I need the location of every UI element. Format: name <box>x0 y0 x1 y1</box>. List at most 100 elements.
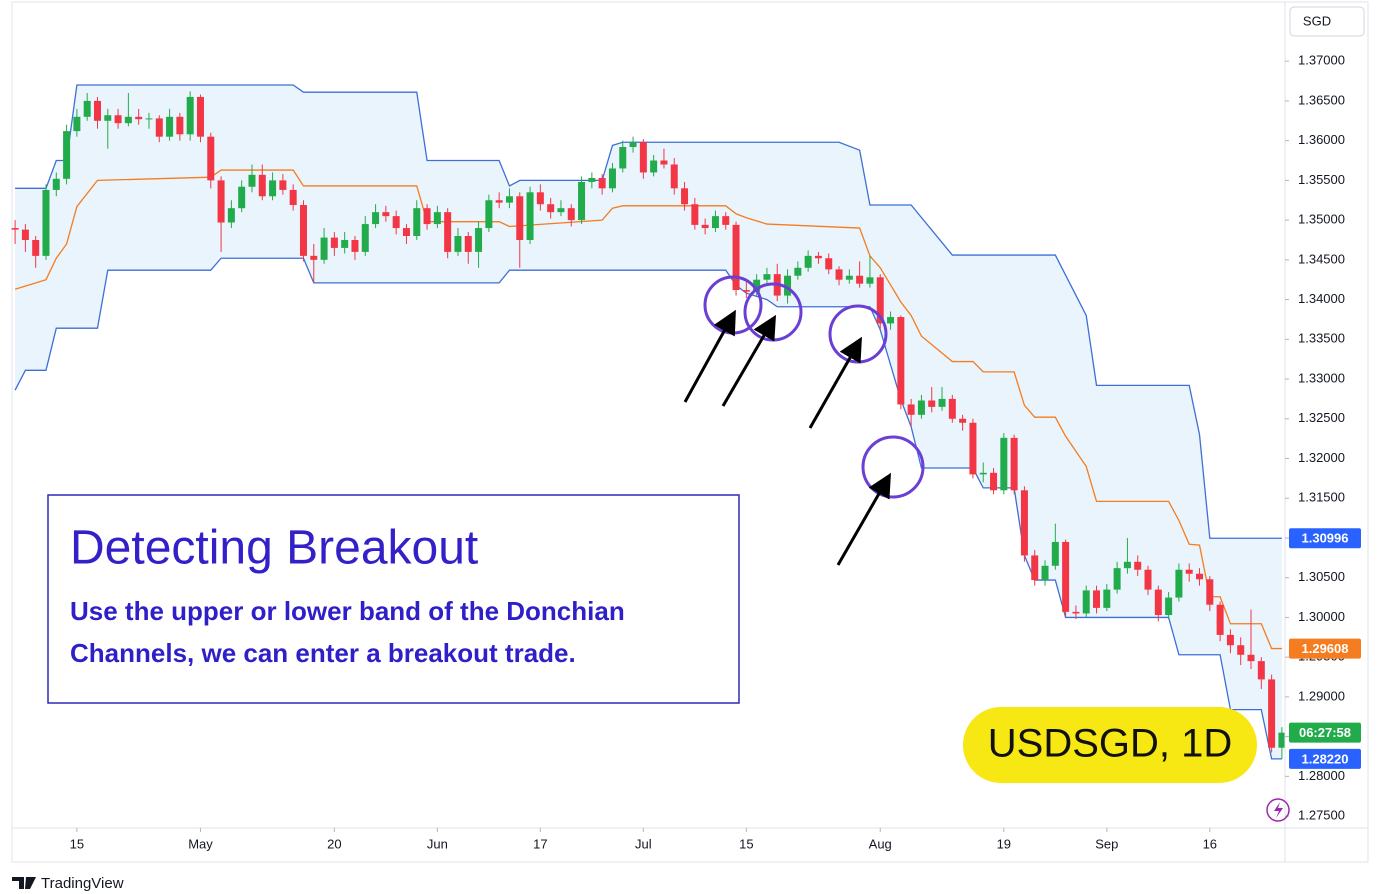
y-tick-label: 1.37000 <box>1298 53 1345 68</box>
arrow <box>721 314 777 407</box>
candle-body <box>1278 732 1286 748</box>
candle-body <box>341 239 349 248</box>
candle-body <box>310 255 318 260</box>
candle-body <box>938 398 946 407</box>
candle-body <box>784 275 792 296</box>
candle-body <box>1257 661 1265 680</box>
x-tick-label: Jun <box>427 836 448 851</box>
candle-body <box>176 116 184 135</box>
candle-body <box>990 472 998 491</box>
candle-body <box>876 277 884 324</box>
candle-body <box>1206 579 1214 605</box>
candle-body <box>454 236 462 252</box>
y-tick-label: 1.28000 <box>1298 768 1345 783</box>
currency-label: SGD <box>1303 13 1331 28</box>
candle-body <box>1093 590 1101 608</box>
candle-body <box>845 275 853 280</box>
candle-body <box>866 277 874 284</box>
candle-body <box>73 116 81 132</box>
candle-body <box>392 216 400 229</box>
candle-body <box>1020 490 1028 556</box>
arrow <box>808 336 862 429</box>
brand-name: TradingView <box>41 875 124 892</box>
x-tick-label: 20 <box>327 836 341 851</box>
candle-body <box>155 118 163 137</box>
candle-body <box>578 181 586 221</box>
candle-body <box>145 118 153 120</box>
candle-body <box>917 400 925 415</box>
band-line <box>15 84 1282 539</box>
y-tick-label: 1.27500 <box>1298 808 1345 823</box>
symbol-label: USDSGD, 1D <box>988 722 1233 766</box>
candle-body <box>505 196 513 203</box>
candle-body <box>887 317 895 324</box>
candle-body <box>660 160 668 165</box>
candle-body <box>1247 654 1255 662</box>
candle-body <box>1268 679 1276 748</box>
candle-body <box>804 255 812 268</box>
icon-ring <box>1266 798 1290 822</box>
x-tick-label: 17 <box>533 836 547 851</box>
candle-body <box>536 192 544 205</box>
candle-body <box>1175 569 1183 598</box>
candle-body <box>897 317 905 405</box>
candle-body <box>289 189 297 206</box>
x-tick-label: Jul <box>635 836 652 851</box>
candle-body <box>763 274 771 280</box>
y-tick-label: 1.35500 <box>1298 172 1345 187</box>
candle-body <box>979 472 987 475</box>
candle-body <box>135 116 143 120</box>
candle-body <box>299 205 307 256</box>
candle-body <box>588 177 596 182</box>
y-tick-label: 1.29000 <box>1298 688 1345 703</box>
annotation-title: Detecting Breakout <box>70 522 478 575</box>
candle-body <box>11 228 19 230</box>
annotation-box <box>47 494 740 704</box>
x-tick-label: Aug <box>869 836 892 851</box>
candle-body <box>547 204 555 213</box>
candle-body <box>279 180 287 190</box>
candle-body <box>1123 561 1131 569</box>
candle-body <box>742 290 750 292</box>
candle-body <box>639 142 647 173</box>
candle-body <box>794 267 802 276</box>
price-label-box <box>1289 638 1361 659</box>
arrows <box>683 309 891 566</box>
candle-body <box>372 212 380 225</box>
channel-fill <box>15 85 1282 759</box>
price-label: 1.30996 <box>1302 531 1349 546</box>
y-tick-label: 1.36500 <box>1298 92 1345 107</box>
candle-body <box>1226 634 1234 646</box>
candle-body <box>1237 645 1245 655</box>
candle-body <box>1051 541 1059 566</box>
y-tick-label: 1.33000 <box>1298 370 1345 385</box>
candle-body <box>330 237 338 248</box>
price-label-box <box>1289 748 1361 769</box>
y-tick-label: 1.32000 <box>1298 450 1345 465</box>
candle-body <box>732 224 740 291</box>
candle-body <box>567 208 575 221</box>
x-tick-label: 19 <box>997 836 1011 851</box>
candle-body <box>196 96 204 137</box>
candle-body <box>1144 569 1152 590</box>
candle-body <box>1154 589 1162 616</box>
icon-bolt <box>1274 802 1283 818</box>
alert-icon[interactable] <box>1266 798 1290 822</box>
y-tick-label: 1.34500 <box>1298 251 1345 266</box>
candle-body <box>835 269 843 280</box>
candle-body <box>681 188 689 205</box>
y-tick-label: 1.32500 <box>1298 410 1345 425</box>
x-tick-label: 15 <box>739 836 753 851</box>
candle-body <box>1000 437 1008 491</box>
candle-body <box>1041 565 1049 581</box>
candle-body <box>1196 573 1204 580</box>
candle-body <box>248 174 256 187</box>
band-line <box>14 257 1282 760</box>
currency-box[interactable] <box>1289 6 1365 37</box>
candle-body <box>124 116 132 124</box>
candle-body <box>959 418 967 423</box>
candle-body <box>814 255 822 259</box>
candle-body <box>361 224 369 252</box>
